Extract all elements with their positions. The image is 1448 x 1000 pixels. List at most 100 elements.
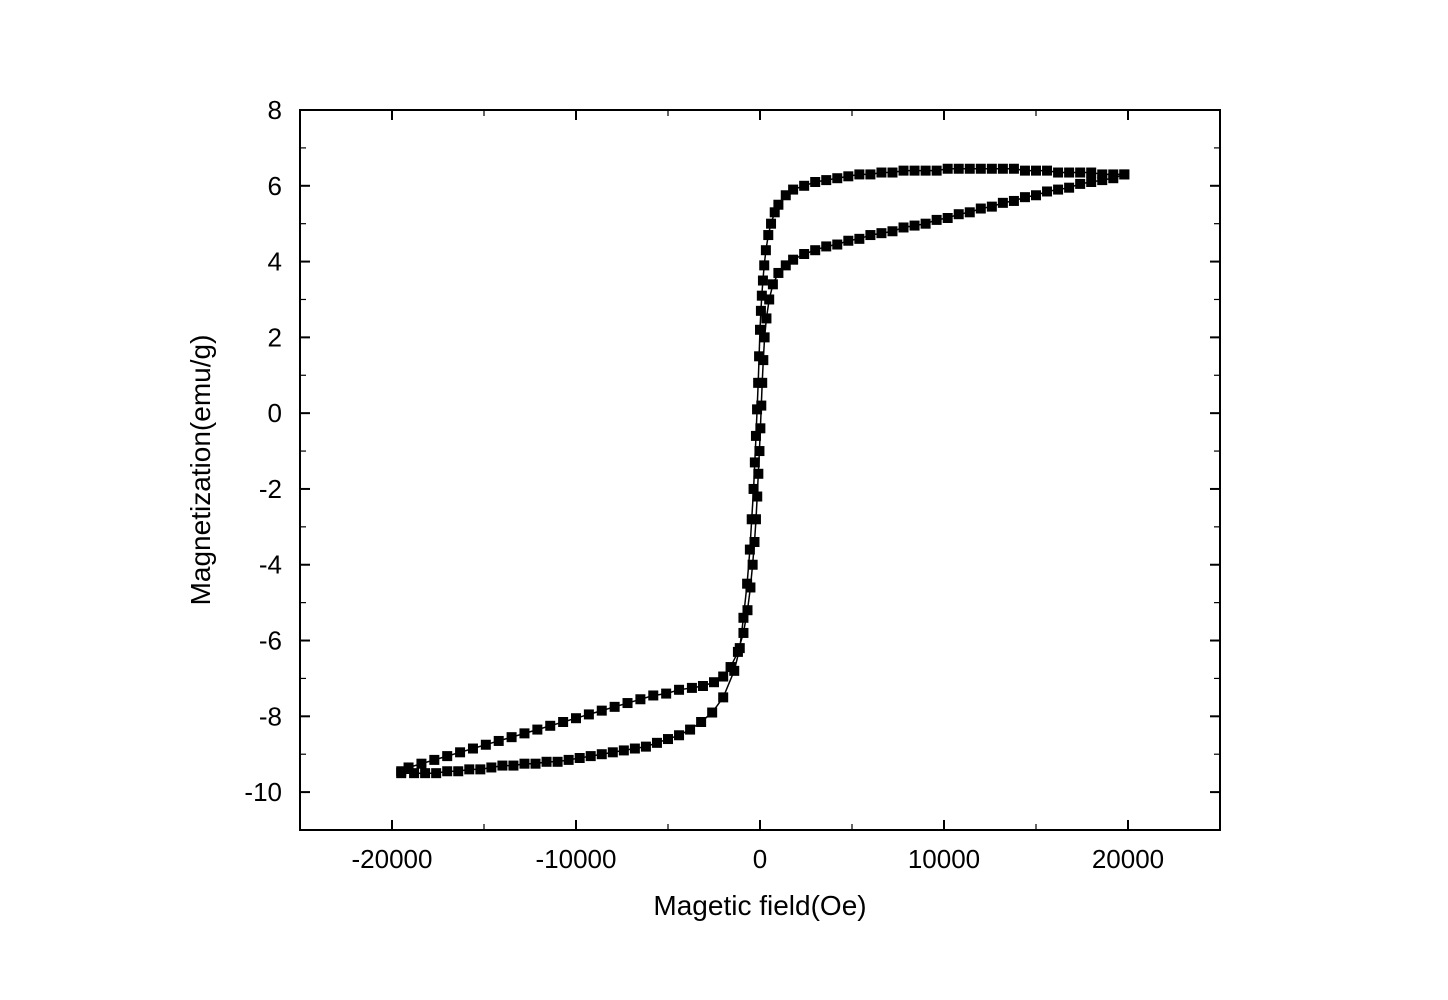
x-tick-label: -20000: [352, 844, 433, 874]
data-marker: [464, 764, 474, 774]
data-marker: [821, 175, 831, 185]
chart-container: -20000-1000001000020000-10-8-6-4-202468M…: [0, 0, 1448, 1000]
y-tick-label: -10: [244, 777, 282, 807]
data-marker: [575, 753, 585, 763]
data-marker: [531, 759, 541, 769]
data-marker: [1108, 173, 1118, 183]
data-marker: [1042, 166, 1052, 176]
x-axis-label: Magetic field(Oe): [653, 890, 866, 921]
data-marker: [810, 245, 820, 255]
data-marker: [943, 164, 953, 174]
data-marker: [987, 202, 997, 212]
data-marker: [738, 628, 748, 638]
data-marker: [899, 222, 909, 232]
data-marker: [709, 677, 719, 687]
data-marker: [932, 215, 942, 225]
data-marker: [663, 734, 673, 744]
y-tick-label: 6: [268, 171, 282, 201]
data-marker: [932, 166, 942, 176]
data-marker: [1009, 164, 1019, 174]
data-marker: [976, 164, 986, 174]
data-marker: [921, 219, 931, 229]
data-marker: [754, 446, 764, 456]
data-marker: [854, 169, 864, 179]
data-marker: [756, 401, 766, 411]
data-marker: [832, 240, 842, 250]
data-marker: [429, 755, 439, 765]
y-tick-label: 2: [268, 322, 282, 352]
data-marker: [1042, 186, 1052, 196]
data-marker: [685, 725, 695, 735]
data-marker: [718, 692, 728, 702]
data-marker: [854, 234, 864, 244]
data-marker: [921, 166, 931, 176]
data-marker: [1053, 185, 1063, 195]
data-marker: [508, 761, 518, 771]
data-marker: [749, 537, 759, 547]
y-tick-label: -6: [259, 626, 282, 656]
data-marker: [630, 744, 640, 754]
data-marker: [761, 313, 771, 323]
data-marker: [431, 768, 441, 778]
data-marker: [773, 268, 783, 278]
data-marker: [416, 759, 426, 769]
data-marker: [733, 647, 743, 657]
data-marker: [832, 173, 842, 183]
data-marker: [674, 730, 684, 740]
data-marker: [899, 166, 909, 176]
data-marker: [910, 221, 920, 231]
data-marker: [1075, 179, 1085, 189]
x-tick-label: -10000: [536, 844, 617, 874]
data-marker: [799, 181, 809, 191]
data-marker: [635, 694, 645, 704]
data-marker: [696, 717, 706, 727]
data-marker: [758, 355, 768, 365]
data-marker: [965, 207, 975, 217]
data-marker: [764, 294, 774, 304]
data-marker: [1097, 175, 1107, 185]
data-marker: [976, 204, 986, 214]
data-marker: [998, 164, 1008, 174]
x-tick-label: 20000: [1092, 844, 1164, 874]
data-marker: [571, 713, 581, 723]
data-marker: [420, 768, 430, 778]
data-marker: [468, 744, 478, 754]
data-marker: [745, 582, 755, 592]
data-marker: [1031, 166, 1041, 176]
data-marker: [773, 200, 783, 210]
data-marker: [1053, 168, 1063, 178]
data-marker: [843, 171, 853, 181]
data-marker: [610, 702, 620, 712]
y-tick-label: 8: [268, 95, 282, 125]
data-marker: [494, 736, 504, 746]
data-marker: [442, 766, 452, 776]
data-marker: [750, 457, 760, 467]
data-marker: [453, 766, 463, 776]
data-marker: [486, 762, 496, 772]
data-marker: [757, 378, 767, 388]
data-marker: [987, 164, 997, 174]
data-marker: [553, 757, 563, 767]
data-marker: [597, 706, 607, 716]
data-marker: [396, 766, 406, 776]
y-tick-label: 0: [268, 398, 282, 428]
y-tick-label: -8: [259, 701, 282, 731]
data-marker: [1086, 168, 1096, 178]
data-marker: [865, 230, 875, 240]
data-marker: [752, 492, 762, 502]
data-marker: [1064, 183, 1074, 193]
data-marker: [481, 740, 491, 750]
data-marker: [726, 662, 736, 672]
y-tick-label: -2: [259, 474, 282, 504]
data-marker: [519, 759, 529, 769]
data-marker: [887, 168, 897, 178]
data-marker: [810, 177, 820, 187]
data-marker: [865, 169, 875, 179]
data-marker: [623, 698, 633, 708]
hysteresis-chart: -20000-1000001000020000-10-8-6-4-202468M…: [0, 0, 1448, 1000]
data-marker: [758, 276, 768, 286]
data-marker: [748, 560, 758, 570]
data-marker: [965, 164, 975, 174]
data-marker: [558, 717, 568, 727]
y-tick-label: 4: [268, 247, 282, 277]
